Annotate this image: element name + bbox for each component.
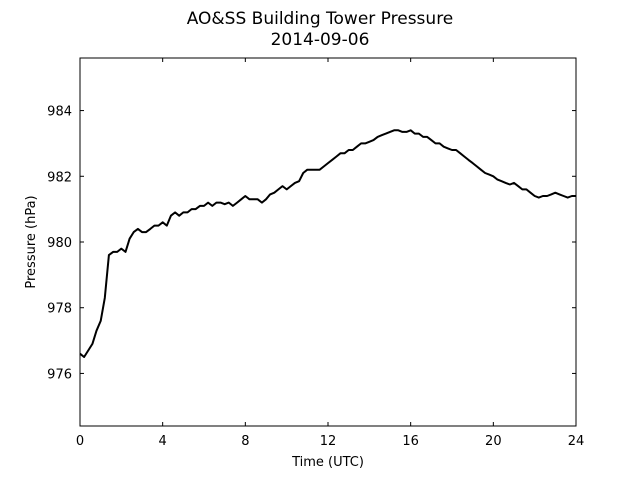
- y-tick-label: 984: [47, 105, 72, 120]
- y-tick-label: 982: [47, 170, 72, 185]
- x-axis-label: Time (UTC): [291, 455, 364, 470]
- chart-title: AO&SS Building Tower Pressure: [187, 9, 454, 29]
- x-axis-ticks: 0 4 8 12 16 20 24: [76, 58, 584, 449]
- x-tick-label: 12: [320, 434, 337, 449]
- x-tick-label: 16: [402, 434, 419, 449]
- y-axis-label: Pressure (hPa): [24, 195, 39, 288]
- x-tick-label: 8: [241, 434, 249, 449]
- chart-subtitle: 2014-09-06: [271, 30, 370, 50]
- y-axis-ticks: 976 978 980 982 984: [47, 105, 576, 382]
- axes-frame: [79, 57, 577, 427]
- x-tick-label: 20: [485, 434, 502, 449]
- x-tick-label: 24: [568, 434, 585, 449]
- y-tick-label: 980: [47, 236, 72, 251]
- x-tick-label: 4: [159, 434, 167, 449]
- plot-area: [79, 57, 577, 427]
- y-tick-label: 978: [47, 302, 72, 317]
- x-tick-label: 0: [76, 434, 84, 449]
- series-line-pressure: [79, 129, 576, 358]
- y-tick-label: 976: [47, 367, 72, 382]
